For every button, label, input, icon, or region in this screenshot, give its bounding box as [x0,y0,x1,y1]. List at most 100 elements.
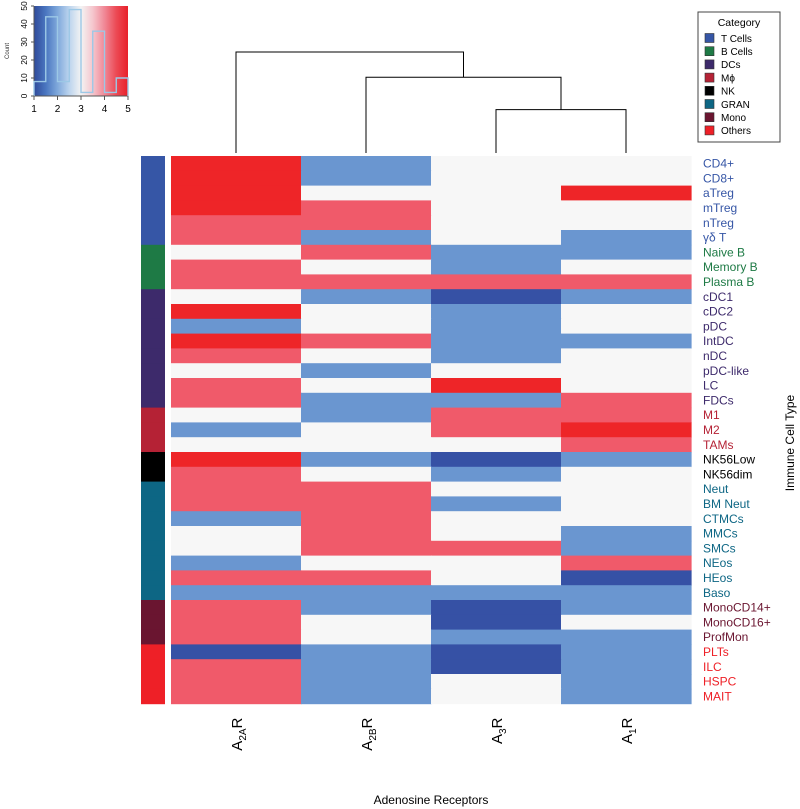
heatmap-cell [171,348,302,364]
heatmap-cell [561,392,692,409]
category-bar-segment [141,259,165,275]
heatmap-cell [431,614,562,631]
color-key-x-tick-label: 5 [125,104,131,115]
heatmap-cell [431,185,562,201]
color-key-histogram [33,8,129,96]
row-label: FDCs [703,393,734,407]
column-label: A2AR [229,717,249,750]
category-bar-segment [141,289,165,305]
heatmap-cell [171,244,302,261]
category-bar-segment [141,585,165,601]
heatmap-cell [561,318,692,335]
heatmap-cell [301,466,432,483]
heatmap-cell [171,659,302,675]
heatmap-cell [431,600,562,616]
heatmap-cell [171,496,302,512]
heatmap-cell [561,363,692,379]
heatmap-cell [171,600,302,616]
heatmap-cell [171,674,302,690]
row-label: Memory B [703,260,758,274]
heatmap-cell [301,318,432,335]
color-key-y-ticks: 0 10 20 30 40 50 [19,1,34,98]
heatmap-cell [301,170,432,187]
heatmap-cell [431,333,562,349]
heatmap-cell [561,540,692,557]
heatmap-cell [301,348,432,364]
heatmap-cell [301,526,432,542]
heatmap-cell [301,540,432,557]
y-axis-title: Immune Cell Type [783,394,797,491]
heatmap-cell [561,688,692,705]
heatmap-cell [301,274,432,290]
heatmap-cell [561,481,692,497]
heatmap-cell [171,688,302,705]
heatmap-cell [561,289,692,305]
heatmap-cell [171,555,302,571]
heatmap-cell [171,333,302,349]
heatmap-cell [561,585,692,601]
heatmap-cell [431,289,562,305]
category-bar-segment [141,452,165,468]
heatmap-cell [561,230,692,246]
heatmap-cell [431,629,562,645]
category-bar-segment [141,481,165,497]
row-label: NEos [703,556,732,570]
heatmap-cell [301,230,432,246]
heatmap-cell [301,659,432,675]
legend-label: Mϕ [721,73,735,84]
heatmap-cell [561,274,692,290]
heatmap-cell [301,570,432,586]
heatmap-cell [431,422,562,438]
heatmap-cell [171,274,302,290]
row-label: pDC-like [703,364,749,378]
category-bar-segment [141,230,165,246]
heatmap-cell [171,422,302,438]
heatmap-cell [561,304,692,320]
row-label: MonoCD16+ [703,615,771,629]
column-label: A3R [489,717,509,744]
row-label: Plasma B [703,275,754,289]
legend-swatch [704,59,715,70]
legend-swatch [704,99,715,109]
heatmap-cell [171,304,302,320]
category-bar-segment [141,274,165,290]
heatmap-cell [561,614,692,631]
heatmap-cell [171,318,302,335]
legend-swatch [704,125,715,136]
heatmap-cell [301,674,432,690]
category-bar-segment [141,511,165,527]
color-key-y-tick-label: 30 [19,37,29,47]
column-label: A1R [619,717,639,744]
category-bar-segment [141,185,165,201]
heatmap-cell [431,318,562,335]
row-label: CD8+ [703,171,734,185]
category-bar-segment [141,215,165,231]
heatmap-cells [171,156,692,705]
heatmap-cell [431,437,562,453]
heatmap-cell [301,600,432,616]
heatmap-cell [561,437,692,453]
row-label: pDC [703,319,727,333]
heatmap-cell [561,170,692,187]
category-bar-segment [141,570,165,586]
heatmap-cell [431,555,562,571]
row-label: PLTs [703,645,729,659]
legend-label: B Cells [721,47,753,58]
heatmap-cell [171,511,302,527]
legend-label: Others [721,126,751,137]
heatmap-cell [301,185,432,201]
legend-swatch [704,112,715,122]
heatmap-cell [561,333,692,349]
heatmap-cell [561,215,692,231]
color-key-histogram-line [33,8,129,96]
color-key-y-tick-label: 0 [19,93,29,98]
category-bar-segment [141,600,165,616]
heatmap-cell [171,526,302,542]
heatmap-cell [561,422,692,438]
category-bar-segment [141,333,165,349]
heatmap-cell [431,274,562,290]
row-label: NK56dim [703,467,752,481]
heatmap-cell [431,452,562,468]
legend-swatch [704,33,715,43]
